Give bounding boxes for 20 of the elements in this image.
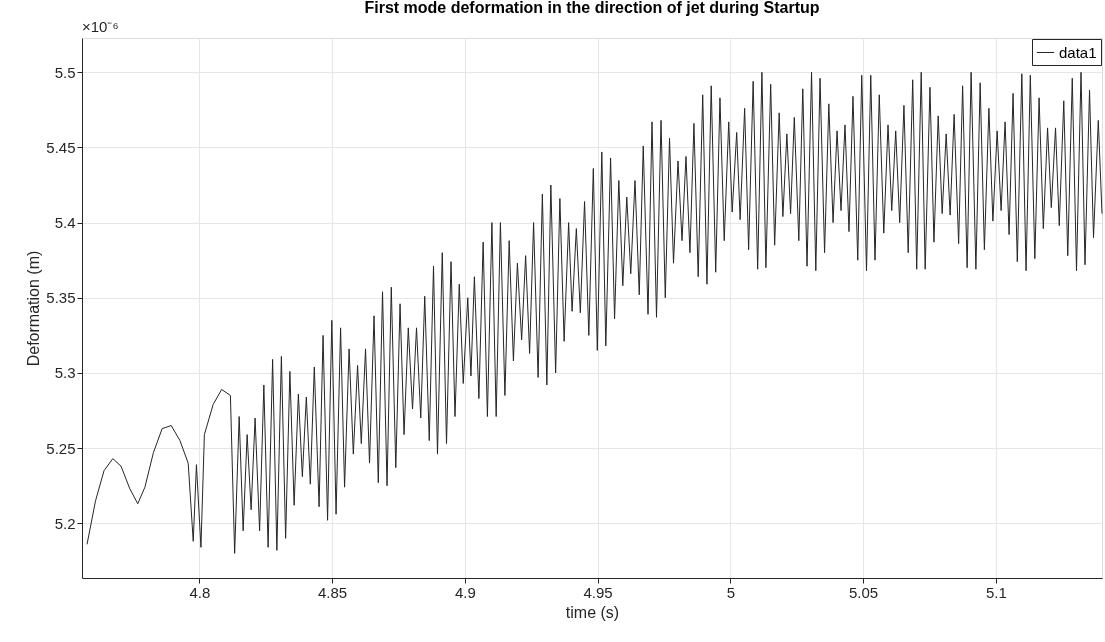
x-tick-label: 4.85 [317, 583, 348, 601]
x-tick-label: 5.1 [985, 583, 1007, 601]
x-tick-label: 5.05 [848, 583, 879, 601]
x-tick-label: 4.95 [583, 583, 613, 601]
x-tick-label: 4.8 [189, 583, 211, 601]
y-tick-label: 5.4 [54, 214, 76, 232]
legend-label: data1 [1059, 43, 1097, 61]
y-tick-label: 5.3 [54, 364, 76, 382]
chart-title: First mode deformation in the direction of jet during Startup [364, 0, 820, 16]
line-series [86, 71, 1103, 554]
y-tick-label: 5.2 [54, 514, 76, 532]
x-tick-label: 4.9 [454, 583, 476, 601]
y-tick-label: 5.25 [46, 439, 76, 457]
y-tick-label: 5.35 [46, 289, 76, 307]
y-axis-title: Deformation (m) [25, 250, 43, 367]
x-tick-label: 5 [726, 583, 735, 601]
x-axis-title: time (s) [565, 603, 620, 621]
text: ×10⁻⁶ [82, 18, 119, 35]
y-tick-label: 5.5 [54, 63, 76, 81]
y-tick-label: 5.45 [46, 138, 76, 156]
